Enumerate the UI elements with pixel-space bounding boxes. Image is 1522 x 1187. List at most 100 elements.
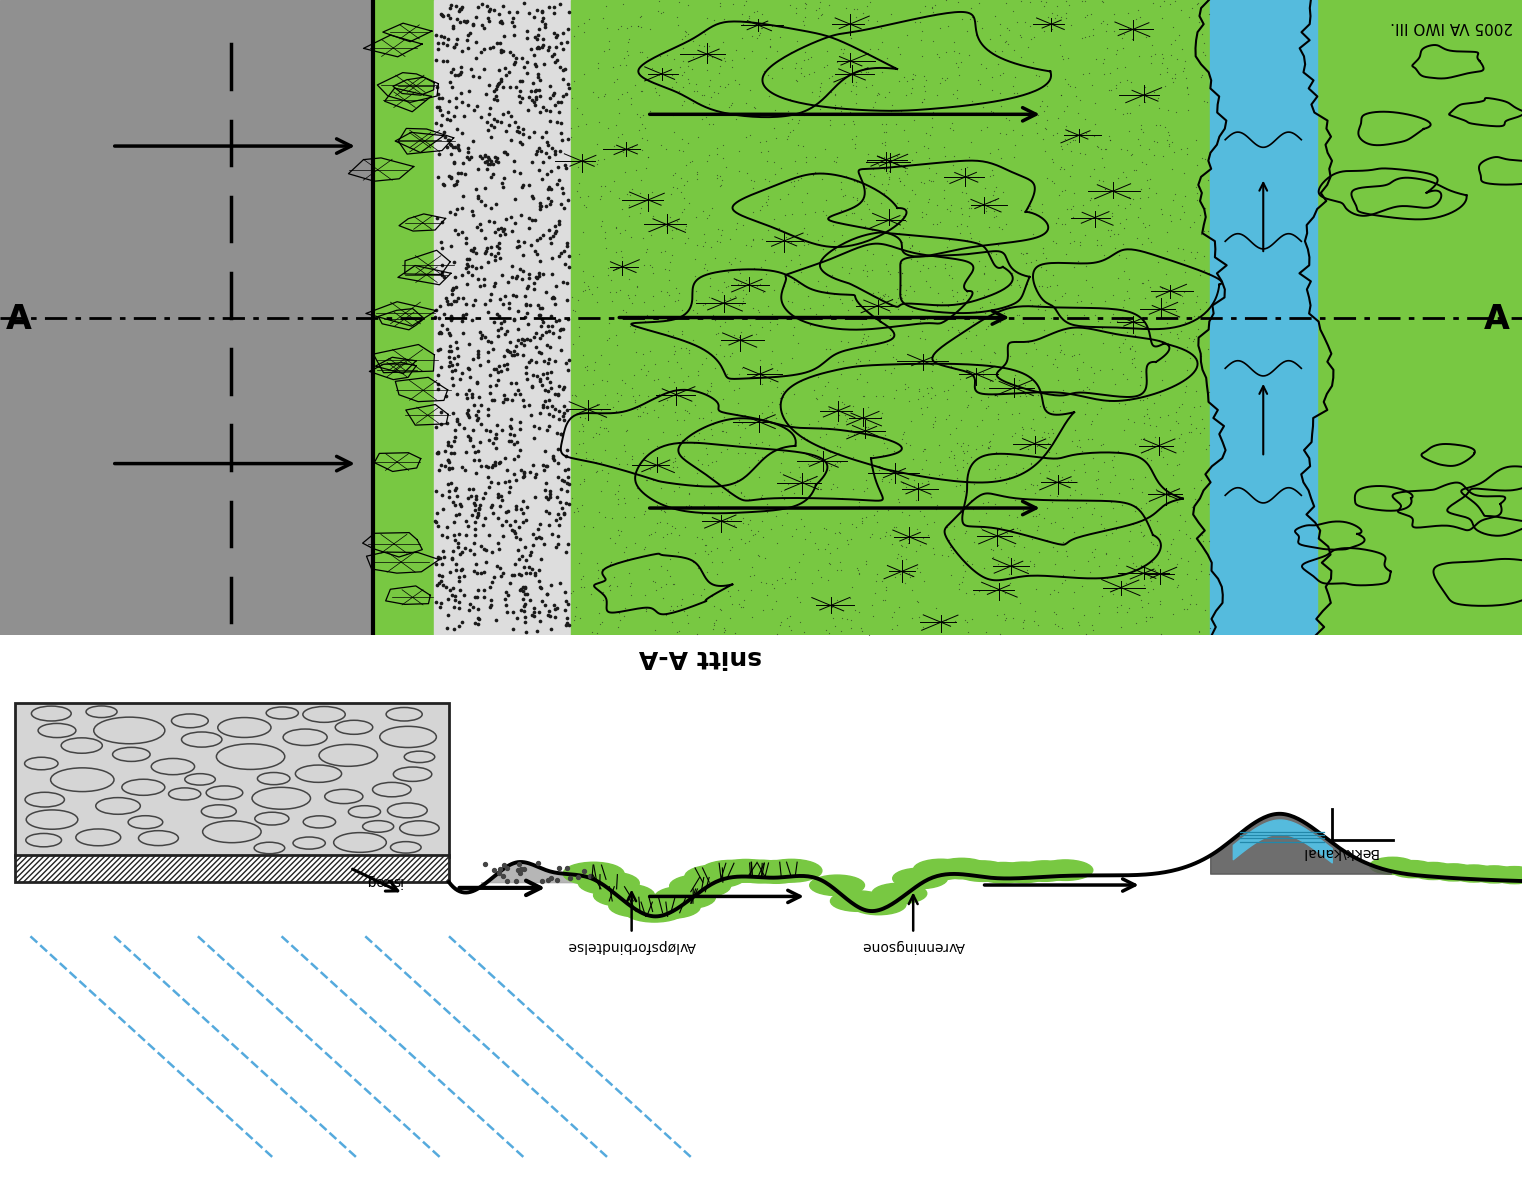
- Point: [1189, 347, 1213, 366]
- Point: [539, 379, 563, 398]
- Point: [604, 243, 629, 262]
- Point: [546, 468, 571, 487]
- Point: [941, 155, 965, 174]
- Point: [560, 335, 584, 354]
- Point: [871, 63, 895, 82]
- Point: [569, 456, 594, 475]
- Point: [700, 47, 724, 66]
- Point: [942, 516, 966, 535]
- Point: [571, 566, 595, 585]
- Point: [854, 508, 878, 527]
- Point: [522, 598, 546, 617]
- Point: [1099, 450, 1123, 469]
- Point: [1140, 46, 1164, 65]
- Point: [1041, 423, 1065, 442]
- Point: [772, 489, 796, 508]
- Point: [492, 590, 516, 609]
- Point: [845, 189, 869, 208]
- Point: [572, 23, 597, 42]
- Point: [638, 256, 662, 275]
- Point: [1014, 13, 1038, 32]
- Point: [973, 379, 997, 398]
- Point: [729, 483, 753, 502]
- Point: [1094, 140, 1119, 159]
- Point: [522, 28, 546, 47]
- Point: [493, 389, 517, 408]
- Point: [691, 37, 715, 56]
- Point: [939, 269, 963, 288]
- Point: [1053, 245, 1078, 264]
- Point: [460, 506, 484, 525]
- Point: [1071, 196, 1096, 215]
- Point: [769, 158, 793, 177]
- Point: [1021, 420, 1046, 439]
- Point: [959, 447, 983, 466]
- Point: [1166, 413, 1190, 432]
- Point: [551, 241, 575, 260]
- Point: [682, 82, 706, 101]
- Point: [889, 547, 913, 566]
- Point: [1167, 484, 1192, 503]
- Point: [711, 32, 735, 51]
- Point: [1079, 504, 1103, 523]
- Point: [676, 484, 700, 503]
- Point: [1046, 109, 1070, 128]
- Point: [441, 597, 466, 616]
- Point: [525, 142, 549, 161]
- Point: [1172, 312, 1196, 331]
- Point: [758, 37, 782, 56]
- Point: [591, 8, 615, 27]
- Point: [842, 425, 866, 444]
- Point: [1178, 406, 1202, 425]
- Point: [988, 66, 1012, 85]
- Point: [1047, 185, 1071, 204]
- Point: [487, 452, 511, 471]
- Point: [817, 553, 842, 572]
- Text: snitt A-A: snitt A-A: [639, 645, 761, 669]
- Point: [1070, 518, 1094, 537]
- Point: [1105, 597, 1129, 616]
- Point: [486, 304, 510, 323]
- Point: [457, 380, 481, 399]
- Point: [947, 579, 971, 598]
- Point: [443, 221, 467, 240]
- Point: [1038, 277, 1062, 296]
- Point: [941, 497, 965, 516]
- Point: [522, 210, 546, 229]
- Point: [425, 576, 449, 595]
- Point: [1142, 131, 1166, 150]
- Point: [531, 226, 556, 245]
- Point: [1040, 514, 1064, 533]
- Point: [960, 609, 985, 628]
- Point: [454, 443, 478, 462]
- Point: [584, 292, 609, 311]
- Point: [437, 481, 461, 500]
- Point: [519, 351, 543, 370]
- Point: [536, 133, 560, 152]
- Point: [476, 76, 501, 95]
- Point: [508, 419, 533, 438]
- Point: [910, 474, 935, 493]
- Point: [976, 317, 1000, 336]
- Point: [874, 522, 898, 541]
- Point: [627, 386, 651, 405]
- Point: [869, 288, 893, 307]
- Point: [563, 387, 587, 406]
- Point: [472, 563, 496, 582]
- Point: [463, 534, 487, 553]
- Point: [1067, 430, 1091, 449]
- Point: [475, 420, 499, 439]
- Point: [839, 82, 863, 101]
- Point: [606, 617, 630, 636]
- Point: [794, 224, 819, 243]
- Point: [455, 11, 479, 30]
- Point: [457, 138, 481, 157]
- Point: [895, 71, 919, 90]
- Point: [674, 401, 699, 420]
- Point: [1049, 157, 1073, 176]
- Point: [1126, 96, 1151, 115]
- Point: [451, 123, 475, 142]
- Point: [490, 420, 514, 439]
- Point: [966, 231, 991, 250]
- Point: [714, 423, 738, 442]
